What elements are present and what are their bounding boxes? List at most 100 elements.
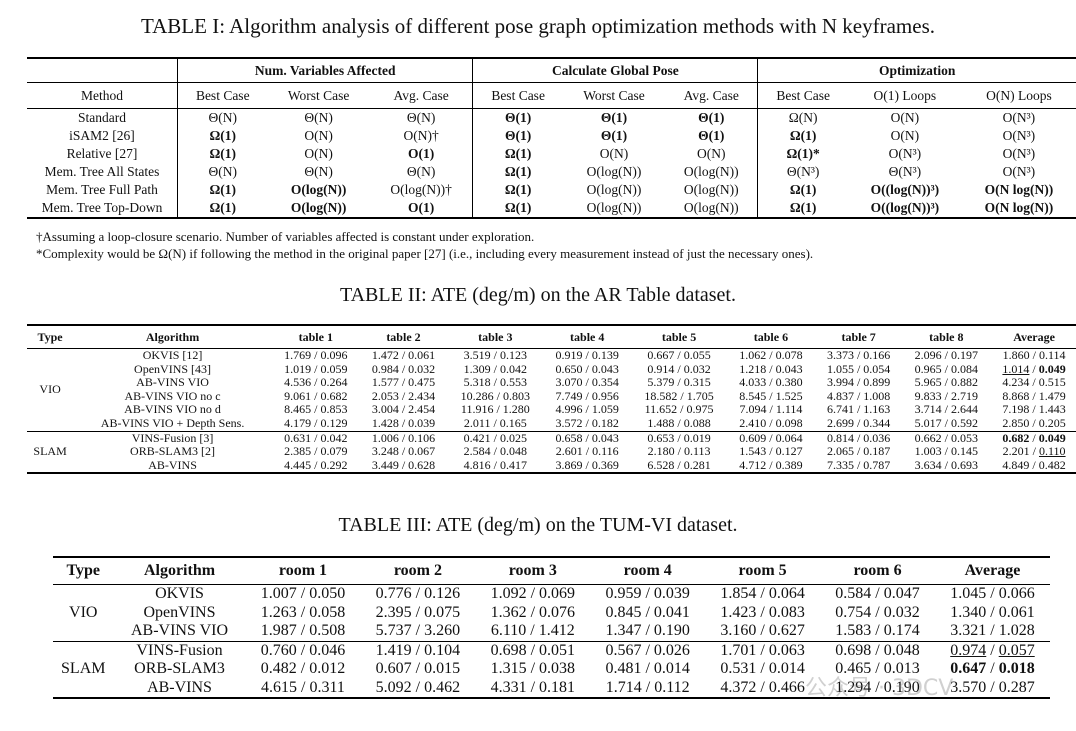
t2-cell: 3.373 / 0.166 xyxy=(826,348,891,362)
t2-col-header: table 6 xyxy=(753,329,789,344)
t2-row: ORB-SLAM3 [2] 2.385 / 0.079 3.248 / 0.067 2… xyxy=(27,444,1076,459)
t2-cell: 11.652 / 0.975 xyxy=(644,402,714,417)
t2-type: VIO xyxy=(39,381,61,396)
t3-cell: 0.754 / 0.032 xyxy=(835,603,920,621)
t2-cell: 0.609 / 0.064 xyxy=(739,430,803,445)
t3-row: OpenVINS 1.263 / 0.058 2.395 / 0.075 1.362 … xyxy=(53,604,1050,623)
t2-cell: 7.749 / 0.956 xyxy=(555,388,619,403)
t3-row: AB-VINS VIO 1.987 / 0.508 5.737 / 3.260 6.1… xyxy=(53,622,1050,641)
t3-cell: 1.092 / 0.069 xyxy=(490,585,576,602)
table1-cell: Θ(N³) xyxy=(757,163,848,181)
t2-algorithm: AB-VINS xyxy=(148,457,197,472)
t2-cell: 4.837 / 1.008 xyxy=(826,388,891,403)
t2-cell: 4.536 / 0.264 xyxy=(284,375,348,390)
table1-col: Worst Case xyxy=(583,87,645,103)
t3-cell: 1.340 / 0.061 xyxy=(950,603,1035,621)
t3-cell: 0.959 / 0.039 xyxy=(605,585,690,602)
table1-cell: Θ(N) xyxy=(304,164,333,179)
table1-cell: Ω(1) xyxy=(757,199,848,218)
t2-row: AB-VINS VIO + Depth Sens. 4.179 / 0.129 1.… xyxy=(27,415,1076,431)
table1-cell: O(log(N))† xyxy=(390,182,452,197)
t3-cell: 0.647 / 0.018 xyxy=(950,660,1035,677)
table1-col: Worst Case xyxy=(287,87,350,103)
t3-cell: 3.160 / 0.627 xyxy=(720,622,805,639)
t3-col-header: room 1 xyxy=(278,562,328,579)
t3-row: VIO OKVIS 1.007 / 0.050 0.776 / 0.126 1.092 … xyxy=(53,584,1050,621)
table1-note-1: †Assuming a loop-closure scenario. Numbe… xyxy=(36,229,535,244)
t2-cell: 3.714 / 2.644 xyxy=(914,402,978,417)
t3-cell: 0.584 / 0.047 xyxy=(835,585,920,602)
t3-algorithm: ORB-SLAM3 xyxy=(134,660,225,677)
t2-cell: 1.014 / 0.049 xyxy=(1002,361,1066,376)
t2-cell: 0.667 / 0.055 xyxy=(647,348,711,362)
t3-col-header: Algorithm xyxy=(143,562,216,579)
t3-cell: 1.294 / 0.190 xyxy=(835,678,920,696)
t2-cell: 2.011 / 0.165 xyxy=(463,415,527,430)
t3-cell: 1.701 / 0.063 xyxy=(720,641,805,659)
t2-cell: 0.914 / 0.032 xyxy=(647,361,711,376)
table1-cell: O(N³) xyxy=(1002,164,1036,179)
t2-algorithm: AB-VINS VIO xyxy=(136,375,209,390)
table1-cell: O(N) xyxy=(697,146,726,161)
table1-row: Mem. Tree All States Θ(N) Θ(N) Θ(N) Ω(1) O(lo… xyxy=(27,163,1076,181)
t3-type: VIO xyxy=(69,603,98,621)
t2-algorithm: AB-VINS VIO no d xyxy=(124,402,221,417)
t2-cell: 4.234 / 0.515 xyxy=(1002,375,1066,390)
t3-algorithm: OpenVINS xyxy=(143,603,216,621)
table1-cell: O((log(N))³) xyxy=(870,200,940,215)
t2-cell: 1.543 / 0.127 xyxy=(739,444,803,459)
t2-col-header: table 3 xyxy=(478,329,513,344)
table1-col: Avg. Case xyxy=(683,87,739,103)
t3-cell: 0.567 / 0.026 xyxy=(605,641,690,659)
table1-cell: Ω(1) xyxy=(472,199,563,218)
table1-cell: O(N³) xyxy=(1002,128,1036,143)
t2-col-header: table 8 xyxy=(929,329,964,344)
table1-cell: Ω(1) xyxy=(757,181,848,199)
table1-cell: Θ(1) xyxy=(698,128,725,143)
t2-cell: 4.849 / 0.482 xyxy=(1002,457,1066,472)
t3-cell: 1.419 / 0.104 xyxy=(375,641,461,659)
table1-notes: †Assuming a loop-closure scenario. Numbe… xyxy=(36,228,813,262)
t2-col-header: table 5 xyxy=(661,329,697,344)
table1-cell: O(log(N)) xyxy=(586,200,642,215)
t3-cell: 1.263 / 0.058 xyxy=(260,603,346,621)
t2-cell: 4.033 / 0.380 xyxy=(739,375,803,390)
table1-row: Mem. Tree Top-Down Ω(1) O(log(N)) O(1) Ω(1) O… xyxy=(27,199,1076,218)
t2-cell: 4.712 / 0.389 xyxy=(739,457,803,472)
table1-cell: O(N³) xyxy=(1002,146,1036,161)
t3-col-header: Average xyxy=(964,562,1021,579)
table1-caption: TABLE I: Algorithm analysis of different… xyxy=(140,14,936,38)
table1-row: Relative [27] Ω(1) O(N) O(1) Ω(1) O(N) O(N) Ω(1… xyxy=(27,145,1076,163)
t3-cell: 1.854 / 0.064 xyxy=(720,585,805,602)
t2-cell: 3.248 / 0.067 xyxy=(371,444,436,459)
table1-cell: Θ(1) xyxy=(472,127,563,145)
table1-cell: Θ(N) xyxy=(304,110,333,125)
t3-cell: 4.372 / 0.466 xyxy=(720,678,805,696)
t2-cell: 0.650 / 0.043 xyxy=(555,361,619,376)
table1-cell: Ω(1) xyxy=(177,199,268,218)
table1-cell: O(log(N)) xyxy=(683,200,739,215)
table1-cell: O(N) xyxy=(890,128,920,143)
t2-cell: 1.577 / 0.475 xyxy=(371,375,436,390)
table1-col: Best Case xyxy=(757,82,848,109)
t2-cell: 3.869 / 0.369 xyxy=(555,457,619,472)
t2-cell: 1.472 / 0.061 xyxy=(371,348,436,362)
t2-cell: 9.061 / 0.682 xyxy=(284,388,348,403)
t2-cell: 3.004 / 2.454 xyxy=(371,402,436,417)
table1-cell: Ω(1) xyxy=(757,127,848,145)
t2-cell: 2.385 / 0.079 xyxy=(284,444,348,459)
t2-cell: 1.003 / 0.145 xyxy=(914,444,978,459)
t2-row: AB-VINS 4.445 / 0.292 3.449 / 0.628 4.816 /… xyxy=(27,457,1076,474)
table1-cell: O(N) xyxy=(304,128,333,143)
table1-cell: O(log(N)) xyxy=(586,164,642,179)
t3-row: AB-VINS 4.615 / 0.311 5.092 / 0.462 4.331 /… xyxy=(53,678,1050,698)
t2-cell: 3.519 / 0.123 xyxy=(463,348,528,362)
table2-caption: TABLE II: ATE (deg/m) on the AR Table da… xyxy=(340,284,736,306)
t2-cell: 0.814 / 0.036 xyxy=(826,430,891,445)
t2-col-header: Algorithm xyxy=(145,329,200,344)
t3-cell: 5.092 / 0.462 xyxy=(375,678,461,696)
t2-col-header: Type xyxy=(37,329,63,344)
t2-cell: 9.833 / 2.719 xyxy=(914,388,978,403)
t2-cell: 3.449 / 0.628 xyxy=(371,457,436,472)
t2-cell: 0.919 / 0.139 xyxy=(555,348,619,362)
